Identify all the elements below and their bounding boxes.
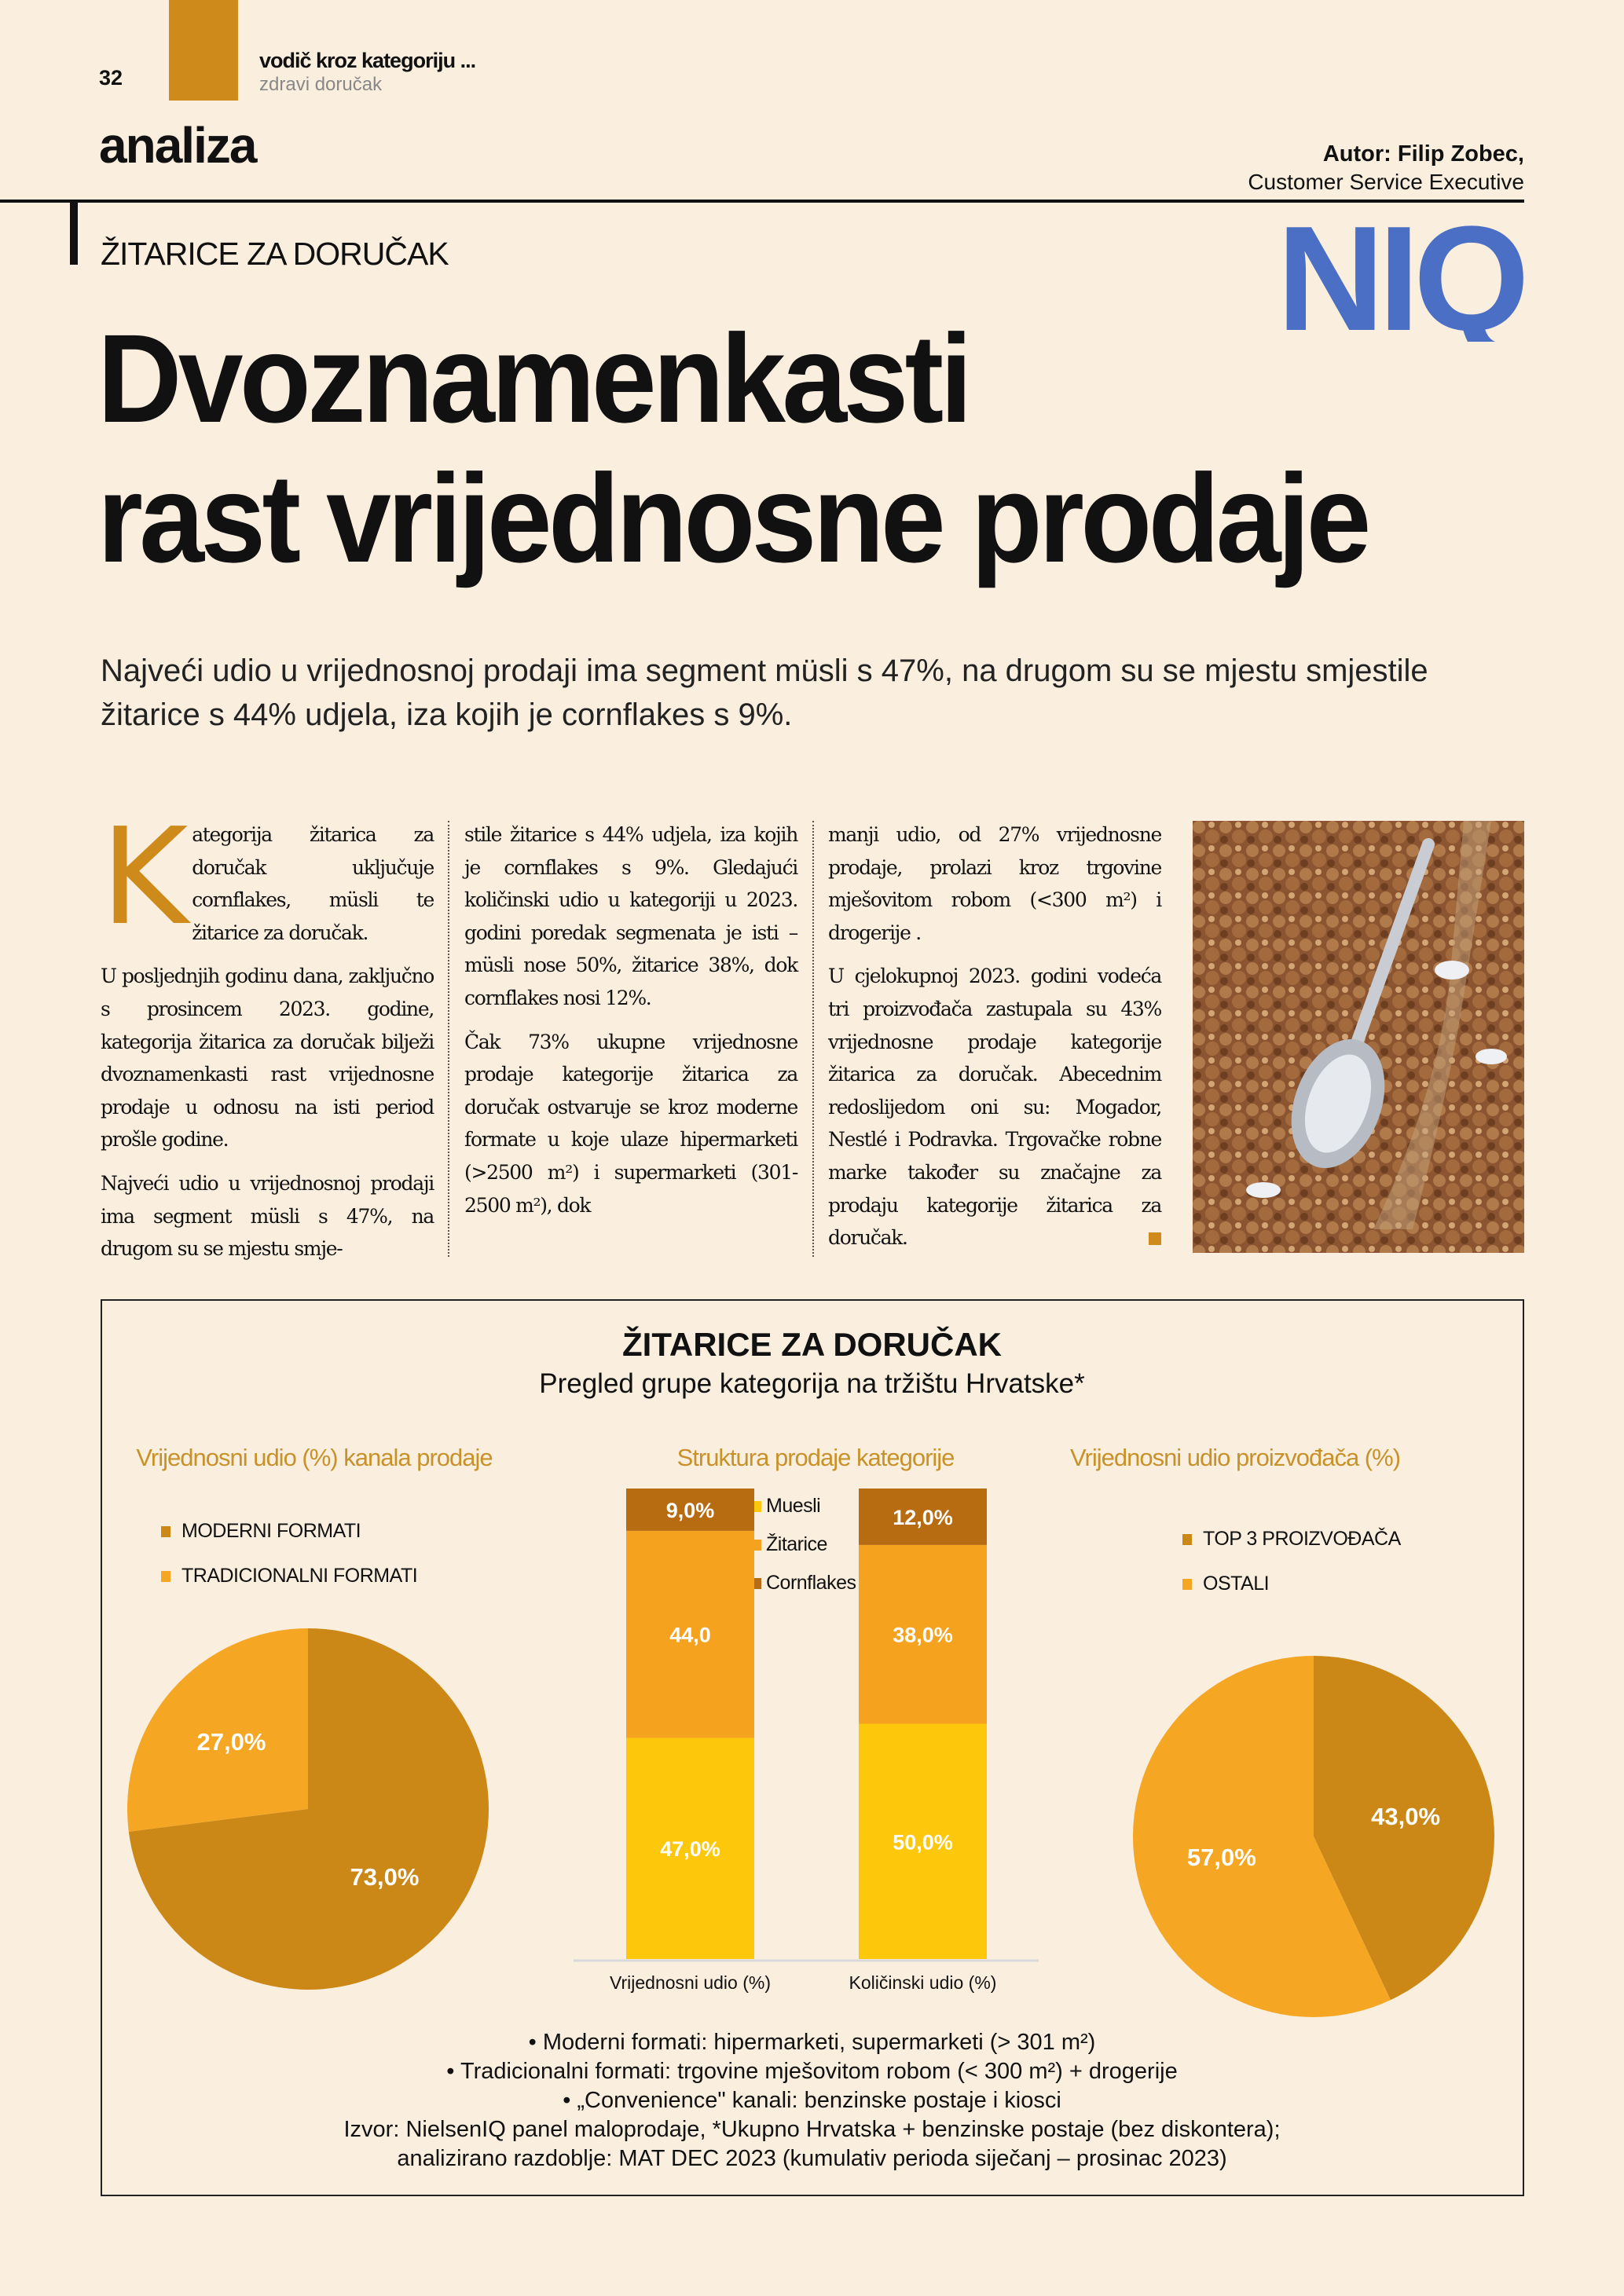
infographic-subtitle: Pregled grupe kategorija na tržištu Hrva…	[539, 1368, 1085, 1399]
column-3: manji udio, od 27% vrijednosne prodaje, …	[828, 818, 1162, 1265]
column-separator	[812, 821, 814, 1257]
bar-label: 50,0%	[893, 1830, 953, 1854]
legend-label: OSTALI	[1203, 1573, 1270, 1595]
legend-label: MODERNI FORMATI	[181, 1520, 361, 1542]
bar-segment	[626, 1530, 754, 1738]
paragraph: manji udio, od 27% vrijednosne prodaje, …	[828, 823, 1162, 944]
pie-label: 57,0%	[1187, 1844, 1256, 1871]
author-role: Customer Service Executive	[1248, 170, 1524, 194]
legend-label: Muesli	[766, 1495, 821, 1517]
bar-label: 47,0%	[660, 1837, 720, 1861]
footnotes: • Moderni formati: hipermarketi, superma…	[0, 2028, 1624, 2173]
bar-label: 9,0%	[666, 1499, 715, 1522]
chart-title-channels: Vrijednosni udio (%) kanala prodaje	[136, 1444, 493, 1471]
pie-label: 73,0%	[350, 1863, 420, 1891]
bar-segment	[859, 1489, 987, 1545]
legend-label: Žitarice	[766, 1533, 827, 1555]
legend-swatch	[1182, 1533, 1192, 1545]
pie-slice	[128, 1628, 489, 1990]
legend-label: Cornflakes	[766, 1572, 856, 1594]
pie-slice	[1314, 1656, 1494, 2001]
legend-item: TOP 3 PROIZVOĐAČA	[1182, 1528, 1401, 1551]
bar-label: 38,0%	[893, 1624, 953, 1647]
bar-segment	[859, 1723, 987, 1959]
headline-line-2: rast vrijednosne prodaje	[97, 448, 1371, 588]
bar-segment	[626, 1738, 754, 1959]
footnote-source: Izvor: NielsenIQ panel maloprodaje, *Uku…	[343, 2117, 1281, 2142]
x-tick-label: Količinski udio (%)	[849, 1972, 997, 1993]
paragraph: stile žitarice s 44% udjela, iza kojih j…	[464, 823, 798, 1009]
legend-item: TRADICIONALNI FORMATI	[161, 1565, 418, 1587]
kicker-bar	[70, 200, 78, 265]
rubric: analiza	[99, 117, 257, 174]
legend-item: Muesli	[752, 1495, 856, 1518]
cereal-spoon-photo	[1193, 821, 1524, 1253]
legend-item: MODERNI FORMATI	[161, 1520, 417, 1543]
footnote: • Tradicionalni formati: trgovine mješov…	[446, 2059, 1178, 2084]
niq-logo: NIQ	[1277, 220, 1530, 342]
legend-label: TOP 3 PROIZVOĐAČA	[1203, 1528, 1401, 1550]
infographic-title: ŽITARICE ZA DORUČAK	[622, 1326, 1002, 1363]
paragraph: Najveći udio u vrijednosnoj prodaji ima …	[101, 1171, 434, 1261]
pie-label: 43,0%	[1371, 1803, 1440, 1830]
x-tick-label: Vrijednosni udio (%)	[610, 1972, 771, 1993]
paragraph: Čak 73% ukupne vrijednosne prodaje kateg…	[464, 1030, 798, 1217]
page-number: 32	[99, 66, 123, 90]
headline-line-1: Dvoznamenkasti	[97, 308, 973, 449]
section-color-bar	[169, 0, 238, 101]
legend-swatch	[1182, 1578, 1192, 1590]
footnote: • „Convenience" kanali: benzinske postaj…	[563, 2088, 1061, 2113]
footnote: • Moderni formati: hipermarketi, superma…	[528, 2030, 1096, 2055]
pie-slice	[127, 1628, 308, 1832]
author: Autor: Filip Zobec,	[1322, 141, 1524, 167]
chart-title-manufacturers: Vrijednosni udio proizvođača (%)	[1069, 1444, 1401, 1471]
header-divider	[0, 200, 1524, 203]
pie-slice	[1132, 1656, 1391, 2018]
end-mark	[1149, 1232, 1161, 1246]
legend-item: OSTALI	[1182, 1573, 1401, 1595]
bar-segment	[859, 1544, 987, 1724]
pie-label: 27,0%	[197, 1728, 266, 1756]
logo-text: NIQ	[1277, 220, 1523, 342]
chart-title-structure: Struktura prodaje kategorije	[676, 1444, 955, 1471]
legend-label: TRADICIONALNI FORMATI	[181, 1565, 418, 1587]
kicker: ŽITARICE ZA DORUČAK	[101, 236, 449, 272]
bar-segment	[626, 1489, 754, 1531]
legend-item: Cornflakes	[752, 1572, 856, 1595]
lead-paragraph: Najveći udio u vrijednosnoj prodaji ima …	[101, 654, 1428, 732]
legend-channels: MODERNI FORMATI TRADICIONALNI FORMATI	[161, 1520, 418, 1587]
paragraph: U cjelokupnoj 2023. godini vodeća tri pr…	[828, 965, 1162, 1250]
paragraph: U posljednjih godinu dana, zaključno s p…	[101, 965, 434, 1152]
legend-swatch	[161, 1525, 170, 1537]
column-separator	[448, 821, 449, 1257]
bar-label: 44,0	[669, 1624, 711, 1647]
infographic-box	[101, 1299, 1524, 2196]
footnote-period: analizirano razdoblje: MAT DEC 2023 (kum…	[397, 2146, 1227, 2171]
bar-label: 12,0%	[893, 1506, 953, 1529]
column-2: stile žitarice s 44% udjela, iza kojih j…	[464, 818, 798, 1232]
legend-swatch	[161, 1570, 170, 1582]
section-name: vodič kroz kategoriju ...	[259, 49, 476, 72]
paragraph: ategorija žitarica za doručak uključuje …	[192, 823, 434, 944]
legend-structure: Muesli Žitarice Cornflakes	[752, 1495, 856, 1595]
subsection-name: zdravi doručak	[259, 74, 383, 95]
drop-cap: K	[101, 800, 188, 955]
legend-manufacturers: TOP 3 PROIZVOĐAČA OSTALI	[1182, 1528, 1401, 1595]
